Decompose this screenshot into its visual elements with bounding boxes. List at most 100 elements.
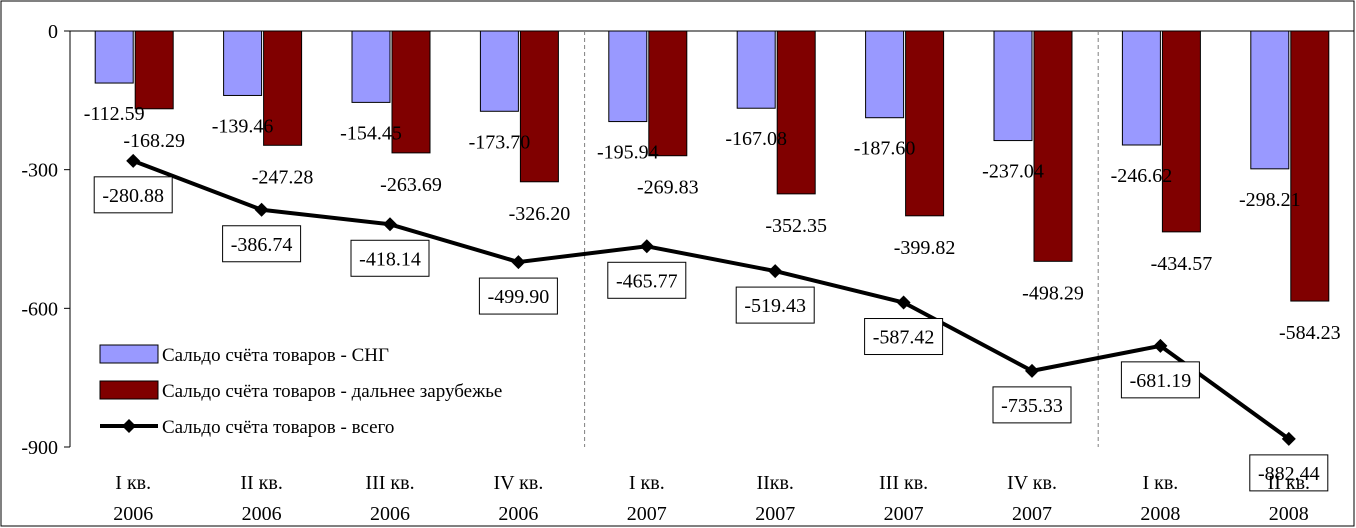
bar-far-abroad: [1033, 30, 1073, 262]
data-label-far-abroad: -247.28: [252, 166, 314, 188]
data-label-cis: -139.46: [212, 115, 274, 137]
legend-marker-total: [122, 419, 136, 433]
x-category-year: 2006: [113, 503, 153, 525]
x-category-year: 2007: [1012, 503, 1052, 525]
x-category-label: IIкв.: [756, 472, 793, 494]
data-label-far-abroad: -498.29: [1022, 282, 1084, 304]
legend-swatch-cis: [99, 344, 159, 364]
bar-far-abroad: [776, 30, 816, 195]
x-category-label: IV кв.: [1007, 472, 1057, 494]
bar-cis: [865, 30, 905, 119]
data-label-cis: -246.62: [1111, 165, 1173, 187]
bar-cis: [94, 30, 134, 84]
legend-label-cis: Сальдо счёта товаров - СНГ: [162, 345, 389, 366]
total-marker: [383, 217, 397, 232]
data-label-cis: -187.60: [854, 138, 916, 160]
bar-cis: [223, 30, 263, 96]
x-category-year: 2007: [755, 503, 795, 525]
data-label-cis: -195.94: [597, 142, 659, 164]
y-tick-label: -300: [21, 160, 58, 182]
total-label-box: [222, 225, 302, 263]
total-label-box: [1249, 454, 1329, 492]
data-label-cis: -298.21: [1239, 189, 1301, 211]
x-category-label: II кв.: [1268, 472, 1310, 494]
x-category-label: III кв.: [879, 472, 928, 494]
y-tick-label: -600: [21, 298, 58, 320]
total-label-box: [864, 318, 944, 356]
total-marker: [1153, 338, 1168, 353]
x-category-year: 2006: [242, 503, 282, 525]
bar-far-abroad: [263, 30, 303, 146]
x-category-label: II кв.: [240, 472, 282, 494]
x-category-label: I кв.: [1142, 472, 1178, 494]
total-label-box: [1120, 361, 1200, 399]
data-label-total: -465.77: [616, 270, 678, 292]
x-category-year: 2008: [1269, 503, 1309, 525]
total-marker: [639, 239, 654, 254]
data-label-total: -499.90: [488, 286, 550, 308]
x-category-year: 2006: [370, 503, 410, 525]
x-category-year: 2008: [1140, 503, 1180, 525]
legend-swatch-far-abroad: [99, 380, 159, 400]
data-label-total: -280.88: [102, 185, 164, 207]
bar-cis: [993, 30, 1033, 142]
data-label-cis: -112.59: [84, 103, 145, 125]
total-label-box: [735, 286, 815, 324]
bar-far-abroad: [905, 30, 945, 217]
data-label-far-abroad: -399.82: [894, 237, 956, 259]
x-category-year: 2007: [627, 503, 667, 525]
data-label-far-abroad: -326.20: [509, 203, 571, 225]
bar-far-abroad: [519, 30, 559, 183]
total-marker: [126, 153, 141, 168]
data-label-far-abroad: -584.23: [1279, 322, 1341, 344]
x-category-label: III кв.: [365, 472, 414, 494]
x-category-label: I кв.: [115, 472, 151, 494]
x-category-label: IV кв.: [493, 472, 543, 494]
legend-label-far-abroad: Сальдо счёта товаров - дальнее зарубежье: [162, 381, 502, 402]
data-label-total: -681.19: [1130, 370, 1192, 392]
y-tick-label: -900: [21, 437, 58, 459]
total-label-box: [992, 386, 1072, 424]
total-marker: [1281, 431, 1296, 446]
data-label-far-abroad: -263.69: [380, 174, 442, 196]
legend-label-total: Сальдо счёта товаров - всего: [162, 417, 394, 438]
x-category-year: 2007: [884, 503, 924, 525]
data-label-far-abroad: -168.29: [123, 130, 185, 152]
data-label-cis: -173.70: [469, 131, 531, 153]
bar-far-abroad: [1290, 30, 1330, 302]
total-marker: [1025, 363, 1039, 378]
total-label-box: [350, 239, 430, 277]
data-label-cis: -237.04: [982, 161, 1044, 183]
y-tick-label: 0: [48, 21, 58, 43]
total-line: [132, 158, 1290, 441]
total-marker: [254, 202, 269, 217]
data-label-far-abroad: -434.57: [1151, 253, 1213, 275]
bar-cis: [1250, 30, 1290, 170]
data-label-total: -386.74: [231, 234, 293, 256]
total-label-box: [478, 277, 558, 315]
total-marker: [511, 255, 526, 270]
data-label-total: -882.44: [1258, 463, 1320, 485]
x-category-year: 2006: [498, 503, 538, 525]
bar-cis: [736, 30, 776, 109]
data-label-total: -735.33: [1001, 395, 1063, 417]
data-label-cis: -167.08: [725, 128, 787, 150]
bar-far-abroad: [648, 30, 688, 157]
x-category-label: I кв.: [629, 472, 665, 494]
total-marker: [896, 295, 911, 310]
bar-far-abroad: [1161, 30, 1201, 233]
data-label-cis: -154.45: [340, 122, 402, 144]
total-label-box: [93, 176, 173, 214]
data-label-far-abroad: -269.83: [637, 177, 699, 199]
data-label-total: -418.14: [359, 248, 421, 270]
bar-cis: [608, 30, 648, 123]
data-label-far-abroad: -352.35: [765, 215, 827, 237]
bar-cis: [351, 30, 391, 103]
total-label-box: [607, 261, 687, 299]
data-label-total: -587.42: [873, 327, 935, 349]
bar-far-abroad: [391, 30, 431, 154]
bar-cis: [479, 30, 519, 112]
bar-cis: [1121, 30, 1161, 146]
